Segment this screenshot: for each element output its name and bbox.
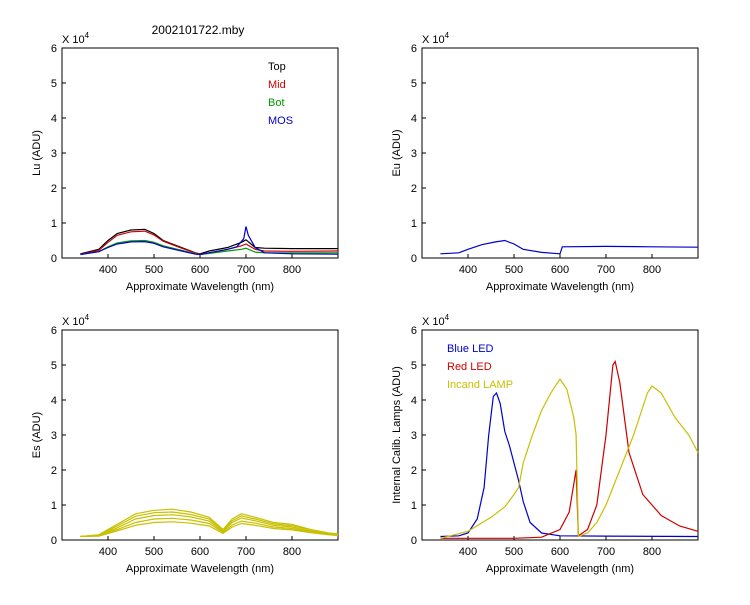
y-tick-label: 6	[411, 325, 417, 337]
y-tick-label: 2	[51, 183, 57, 195]
y-tick-label: 5	[51, 360, 57, 372]
exponent-value: 4	[85, 313, 90, 322]
series-line	[80, 230, 339, 255]
x-tick-label: 600	[191, 264, 209, 276]
plot-frame	[61, 329, 339, 541]
y-tick-label: 4	[51, 395, 57, 407]
x-tick-label: 600	[191, 546, 209, 558]
y-tick-label: 1	[51, 218, 57, 230]
legend-entry: MOS	[268, 115, 293, 127]
chart-eu: X 104 0 1 2 3 4 5 6 400 500 600 700 800 Approximate W…	[391, 31, 699, 293]
y-tick-label: 0	[51, 253, 57, 265]
exponent-label: X 104	[62, 313, 90, 328]
y-tick-label: 5	[411, 78, 417, 90]
y-axis-label: Es (ADU)	[31, 412, 43, 458]
x-tick-label: 700	[597, 264, 615, 276]
y-tick-label: 2	[411, 465, 417, 477]
y-tick-label: 3	[411, 430, 417, 442]
y-axis-label: Lu (ADU)	[31, 130, 43, 176]
series-line	[80, 514, 339, 538]
x-tick-label: 400	[99, 264, 117, 276]
y-tick-label: 1	[411, 218, 417, 230]
series-line	[440, 359, 699, 539]
x-tick-label: 400	[459, 264, 477, 276]
y-tick-label: 6	[51, 325, 57, 337]
x-tick-label: 500	[505, 546, 523, 558]
y-tick-label: 0	[51, 535, 57, 547]
x-axis-label: Approximate Wavelength (nm)	[126, 281, 274, 293]
exponent-label: X 104	[422, 313, 450, 328]
x-tick-label: 800	[643, 264, 661, 276]
x-tick-label: 600	[551, 264, 569, 276]
chart-calib: X 104 0 1 2 3 4 5 6 400 500 600 700 800 Approximate W…	[391, 313, 699, 575]
y-tick-label: 3	[51, 148, 57, 160]
y-tick-label: 0	[411, 535, 417, 547]
series-line	[80, 508, 339, 538]
legend-entry: Red LED	[447, 361, 492, 373]
x-tick-label: 700	[597, 546, 615, 558]
y-tick-label: 0	[411, 253, 417, 265]
y-tick-label: 3	[411, 148, 417, 160]
x-tick-label: 800	[643, 546, 661, 558]
x-tick-label: 500	[145, 264, 163, 276]
y-tick-label: 1	[51, 500, 57, 512]
y-axis-label: Internal Calib. Lamps (ADU)	[391, 366, 403, 504]
exponent-value: 4	[445, 313, 450, 322]
series-line	[80, 511, 339, 538]
series-line	[80, 228, 338, 255]
x-tick-label: 400	[459, 546, 477, 558]
series-line	[80, 226, 339, 256]
series-line	[440, 377, 699, 539]
chart-es: X 104 0 1 2 3 4 5 6 400 500 600 700 800 Approximate W…	[31, 313, 339, 575]
y-tick-label: 2	[51, 465, 57, 477]
legend-entry: Bot	[268, 97, 285, 109]
chart-lu: X 104 0 1 2 3 4 5 6 400 500 600 700 800 Approximate W…	[31, 31, 339, 293]
y-tick-label: 1	[411, 500, 417, 512]
x-tick-label: 400	[99, 546, 117, 558]
y-tick-label: 3	[51, 430, 57, 442]
exponent-value: 4	[85, 31, 90, 40]
x-tick-label: 700	[237, 264, 255, 276]
legend-entry: Top	[268, 61, 286, 73]
x-axis-label: Approximate Wavelength (nm)	[126, 563, 274, 575]
y-axis-label: Eu (ADU)	[391, 129, 403, 176]
series-line	[440, 391, 699, 538]
x-tick-label: 500	[505, 264, 523, 276]
y-tick-label: 4	[411, 113, 417, 125]
series-line	[80, 521, 339, 538]
y-tick-label: 6	[411, 43, 417, 55]
x-axis-label: Approximate Wavelength (nm)	[486, 563, 634, 575]
x-tick-label: 700	[237, 546, 255, 558]
legend-entry: Blue LED	[447, 343, 494, 355]
y-tick-label: 6	[51, 43, 57, 55]
y-tick-label: 5	[411, 360, 417, 372]
figure-title: 2002101722.mby	[152, 23, 245, 37]
x-axis-label: Approximate Wavelength (nm)	[486, 281, 634, 293]
legend-entry: Mid	[268, 79, 286, 91]
x-tick-label: 800	[283, 264, 301, 276]
legend-entry: Incand LAMP	[447, 379, 513, 391]
y-tick-label: 4	[51, 113, 57, 125]
exponent-label: X 104	[422, 31, 450, 46]
x-tick-label: 800	[283, 546, 301, 558]
y-tick-label: 4	[411, 395, 417, 407]
y-tick-label: 2	[411, 183, 417, 195]
x-tick-label: 600	[551, 546, 569, 558]
plot-frame	[61, 47, 339, 259]
exponent-label: X 104	[62, 31, 90, 46]
series-line	[440, 239, 699, 255]
x-tick-label: 500	[145, 546, 163, 558]
exponent-value: 4	[445, 31, 450, 40]
y-tick-label: 5	[51, 78, 57, 90]
series-line	[80, 517, 339, 538]
plot-frame	[421, 47, 699, 259]
